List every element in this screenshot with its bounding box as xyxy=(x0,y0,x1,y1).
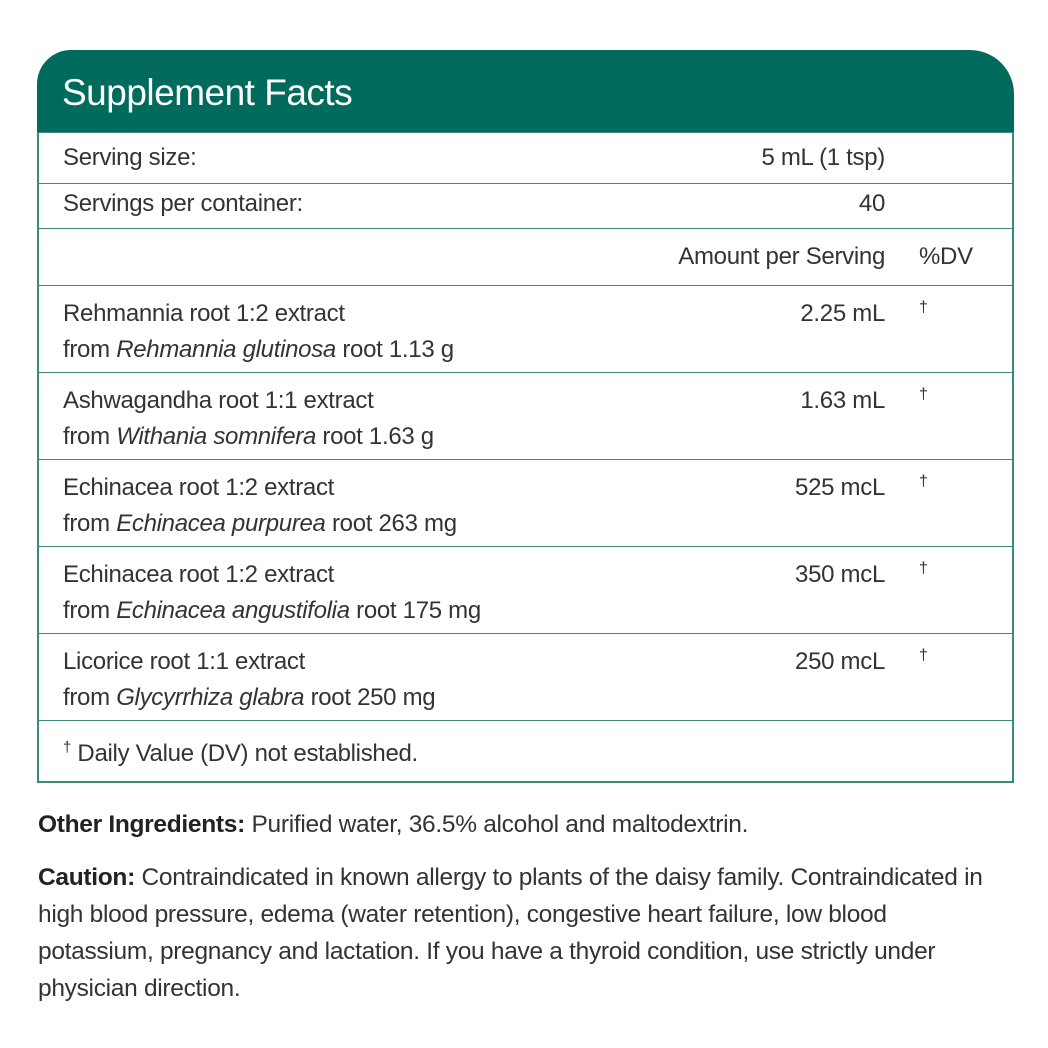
facts-table: Serving size: 5 mL (1 tsp) Servings per … xyxy=(37,132,1014,783)
dv-value: † xyxy=(919,647,928,664)
footnote-row: † Daily Value (DV) not established. xyxy=(38,720,1013,782)
ingredient-name: Echinacea root 1:2 extract xyxy=(63,474,335,501)
species: Echinacea purpurea xyxy=(116,510,326,537)
servings-value: 40 xyxy=(565,183,885,229)
ingredient-amount: 250 mcL xyxy=(565,633,885,721)
amount-header: Amount per Serving xyxy=(565,228,885,286)
species: Glycyrrhiza glabra xyxy=(116,684,305,711)
ingredient-name: Licorice root 1:1 extract xyxy=(63,648,305,675)
ingredient-amount: 2.25 mL xyxy=(565,285,885,373)
ingredient-source: from Withania somnifera root 1.63 g xyxy=(63,423,434,450)
ingredient-amount: 525 mcL xyxy=(565,459,885,547)
dagger-mark: † xyxy=(63,739,72,756)
ingredient-row: Rehmannia root 1:2 extract from Rehmannia… xyxy=(38,285,1013,373)
ingredient-name: Ashwagandha root 1:1 extract xyxy=(63,387,374,414)
ingredient-source: from Glycyrrhiza glabra root 250 mg xyxy=(63,684,436,711)
species: Echinacea angustifolia xyxy=(116,597,350,624)
dv-value: † xyxy=(919,386,928,403)
ingredient-amount: 350 mcL xyxy=(565,546,885,634)
other-ingredients: Other Ingredients: Purified water, 36.5%… xyxy=(38,811,749,838)
ingredient-row: Echinacea root 1:2 extract from Echinacea… xyxy=(38,459,1013,547)
dv-value: † xyxy=(919,560,928,577)
serving-size-value: 5 mL (1 tsp) xyxy=(565,132,885,184)
ingredient-source: from Echinacea purpurea root 263 mg xyxy=(63,510,457,537)
servings-per-container-row: Servings per container: 40 xyxy=(38,183,1013,229)
species: Rehmannia glutinosa xyxy=(116,336,336,363)
ingredient-row: Ashwagandha root 1:1 extract from Withani… xyxy=(38,372,1013,460)
species: Withania somnifera xyxy=(116,423,316,450)
footnote-text: Daily Value (DV) not established. xyxy=(77,740,418,767)
ingredient-source: from Rehmannia glutinosa root 1.13 g xyxy=(63,336,454,363)
ingredient-row: Licorice root 1:1 extract from Glycyrrhiz… xyxy=(38,633,1013,721)
ingredient-name: Echinacea root 1:2 extract xyxy=(63,561,335,588)
notes: Other Ingredients: Purified water, 36.5%… xyxy=(38,806,998,1023)
dv-value: † xyxy=(919,299,928,316)
ingredient-source: from Echinacea angustifolia root 175 mg xyxy=(63,597,481,624)
ingredient-name: Rehmannia root 1:2 extract xyxy=(63,300,345,327)
supplement-facts-panel: Supplement Facts Serving size: 5 mL (1 t… xyxy=(37,50,1014,783)
dv-header: %DV xyxy=(885,228,1013,286)
servings-label: Servings per container: xyxy=(38,183,565,229)
ingredient-amount: 1.63 mL xyxy=(565,372,885,460)
serving-size-row: Serving size: 5 mL (1 tsp) xyxy=(38,132,1013,184)
dv-value: † xyxy=(919,473,928,490)
column-header-row: Amount per Serving %DV xyxy=(38,228,1013,286)
caution: Caution: Contraindicated in known allerg… xyxy=(38,864,983,1002)
ingredient-row: Echinacea root 1:2 extract from Echinacea… xyxy=(38,546,1013,634)
serving-size-label: Serving size: xyxy=(38,132,565,184)
panel-title: Supplement Facts xyxy=(37,50,1014,132)
